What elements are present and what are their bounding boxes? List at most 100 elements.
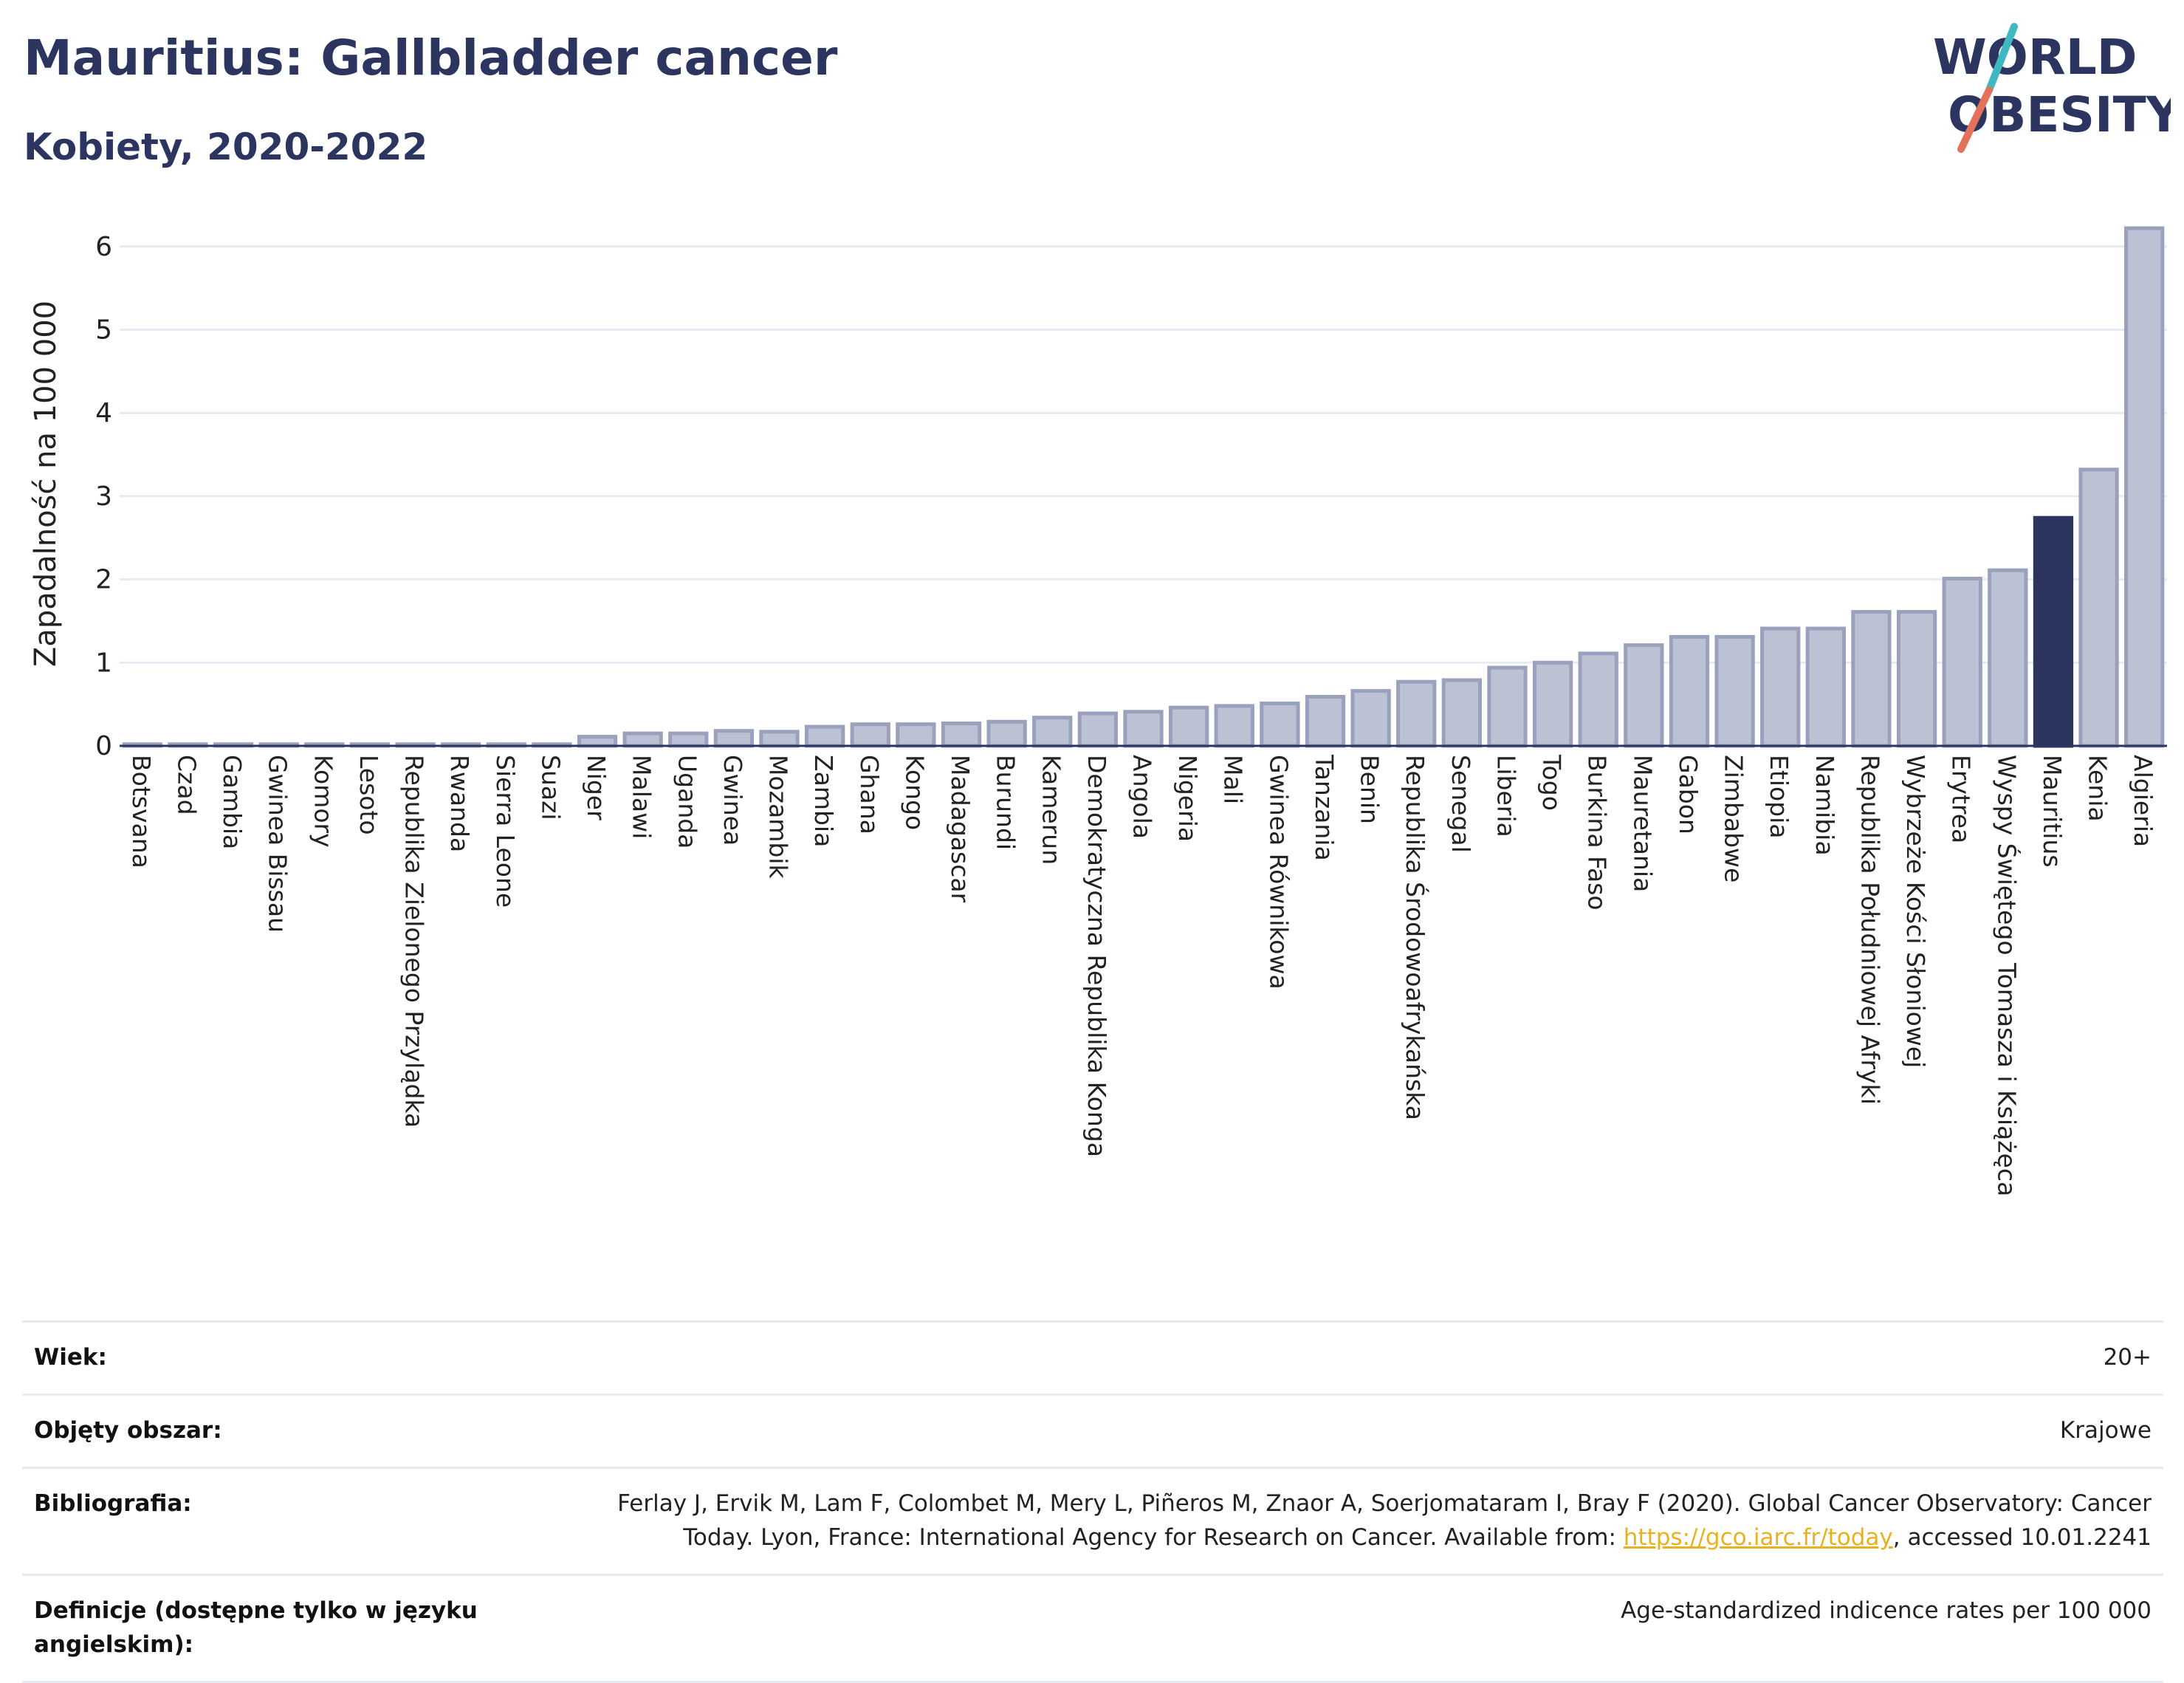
- meta-value-age: 20+: [2103, 1344, 2152, 1371]
- bar: [1760, 626, 1801, 748]
- x-tick-label: Ghana: [855, 755, 884, 834]
- y-tick-label: 0: [95, 731, 112, 761]
- x-tick-label: Czad: [172, 755, 201, 815]
- bar: [1305, 695, 1346, 748]
- gridlines: [120, 245, 2167, 664]
- x-tick-label: Togo: [1537, 754, 1566, 811]
- meta-value-bibliography: Ferlay J, Ervik M, Lam F, Colombet M, Me…: [564, 1487, 2152, 1555]
- x-tick-label: Kenia: [2084, 755, 2112, 822]
- bar: [2033, 515, 2074, 748]
- bar: [1396, 679, 1437, 748]
- bar: [1942, 576, 1982, 748]
- bar: [1851, 610, 1892, 748]
- meta-value-coverage: Krajowe: [2059, 1417, 2152, 1444]
- bar: [1714, 634, 1755, 748]
- bar: [668, 731, 709, 748]
- x-tick-labels: Botsvana Czad Gambia Gwinea Bissau Komory Les…: [127, 754, 2157, 1196]
- meta-label-bibliography: Bibliografia:: [34, 1490, 192, 1517]
- x-tick-label: Namibia: [1810, 755, 1839, 856]
- x-tick-label: Rwanda: [445, 755, 474, 852]
- bar: [759, 730, 800, 748]
- x-tick-label: Komory: [309, 755, 337, 848]
- bar: [1487, 665, 1528, 748]
- bar: [713, 729, 755, 748]
- x-tick-label: Liberia: [1491, 755, 1520, 837]
- bar: [1441, 678, 1483, 748]
- bar: [577, 735, 618, 748]
- x-tick-label: Suazi: [536, 755, 565, 820]
- y-tick-labels: 0 1 2 3 4 5 6: [95, 232, 112, 761]
- x-tick-label: Madagascar: [946, 755, 975, 903]
- bar: [1214, 704, 1254, 748]
- bar: [1578, 651, 1618, 748]
- x-tick-label: Wyspy Świętego Tomasza i Książęca: [1992, 755, 2022, 1196]
- bar: [622, 731, 663, 748]
- x-tick-label: Sierra Leone: [491, 755, 520, 908]
- y-tick-label: 5: [95, 315, 112, 346]
- x-tick-label: Mozambik: [764, 755, 793, 879]
- bar: [1168, 705, 1209, 748]
- metadata-table: Wiek: 20+ Objęty obszar: Krajowe Bibliog…: [22, 1320, 2163, 1683]
- page-subtitle: Kobiety, 2020-2022: [24, 126, 428, 168]
- x-tick-label: Zimbabwe: [1720, 755, 1748, 882]
- x-tick-label: Mauritius: [2038, 755, 2067, 868]
- y-tick-label: 6: [95, 232, 112, 262]
- y-tick-label: 4: [95, 398, 112, 428]
- x-tick-label: Gwinea: [718, 755, 747, 846]
- meta-row-coverage: Objęty obszar: Krajowe: [22, 1394, 2163, 1467]
- x-tick-label: Demokratyczna Republika Konga: [1082, 755, 1111, 1157]
- bar: [2124, 226, 2165, 748]
- bar: [1669, 634, 1710, 748]
- meta-row-definitions: Definicje (dostępne tylko w języku angie…: [22, 1574, 2163, 1683]
- x-tick-label: Erytrea: [1947, 755, 1976, 843]
- bar: [1805, 626, 1846, 748]
- bar: [1260, 702, 1300, 748]
- x-tick-label: Republika Południowej Afryki: [1855, 755, 1884, 1105]
- x-tick-label: Senegal: [1446, 755, 1475, 853]
- bar: [1350, 689, 1391, 748]
- bar: [986, 719, 1027, 748]
- bar: [1123, 710, 1164, 748]
- bar: [1077, 711, 1119, 748]
- x-tick-label: Wybrzeże Kości Słoniowej: [1901, 755, 1930, 1068]
- meta-row-age: Wiek: 20+: [22, 1320, 2163, 1394]
- x-tick-label: Kongo: [900, 755, 929, 830]
- x-tick-label: Etiopia: [1765, 755, 1793, 839]
- bar: [2078, 467, 2119, 748]
- x-tick-label: Mali: [1219, 755, 1248, 804]
- x-tick-label: Botsvana: [127, 755, 156, 868]
- x-tick-label: Tanzania: [1310, 754, 1339, 861]
- x-tick-label: Gabon: [1674, 755, 1703, 834]
- bar: [1624, 643, 1664, 748]
- logo-text-world: WORLD: [1933, 29, 2137, 86]
- x-tick-label: Zambia: [809, 755, 838, 847]
- x-tick-label: Niger: [582, 755, 611, 820]
- x-tick-label: Algieria: [2129, 755, 2157, 847]
- meta-row-bibliography: Bibliografia: Ferlay J, Ervik M, Lam F, …: [22, 1467, 2163, 1574]
- x-tick-label: Nigeria: [1173, 755, 1202, 842]
- y-tick-label: 3: [95, 481, 112, 512]
- bibliography-accessed: , accessed 10.01.2241: [1892, 1524, 2152, 1551]
- page-title: Mauritius: Gallbladder cancer: [24, 30, 838, 86]
- bar: [1988, 568, 2028, 748]
- meta-label-coverage: Objęty obszar:: [34, 1417, 222, 1444]
- x-tick-label: Malawi: [628, 755, 656, 839]
- bar: [804, 724, 845, 748]
- x-tick-label: Lesoto: [354, 755, 383, 835]
- x-tick-label: Republika Środowoafrykańska: [1401, 755, 1430, 1120]
- y-axis-label: Zapadalność na 100 000: [29, 301, 63, 667]
- y-tick-label: 1: [95, 648, 112, 678]
- meta-label-age: Wiek:: [34, 1344, 107, 1371]
- bar: [1532, 660, 1573, 748]
- x-tick-label: Gwinea Bissau: [264, 755, 292, 933]
- x-tick-label: Uganda: [673, 755, 701, 849]
- x-tick-label: Kamerun: [1037, 755, 1065, 865]
- source-link[interactable]: https://gco.iarc.fr/today: [1623, 1524, 1893, 1551]
- x-tick-label: Angola: [1128, 755, 1157, 839]
- logo-slash-coral: [1957, 86, 1993, 153]
- bar: [941, 721, 982, 748]
- bar: [896, 722, 936, 748]
- y-tick-label: 2: [95, 565, 112, 595]
- bar: [850, 722, 890, 748]
- world-obesity-logo: WORLD OBESITY: [1933, 23, 2171, 153]
